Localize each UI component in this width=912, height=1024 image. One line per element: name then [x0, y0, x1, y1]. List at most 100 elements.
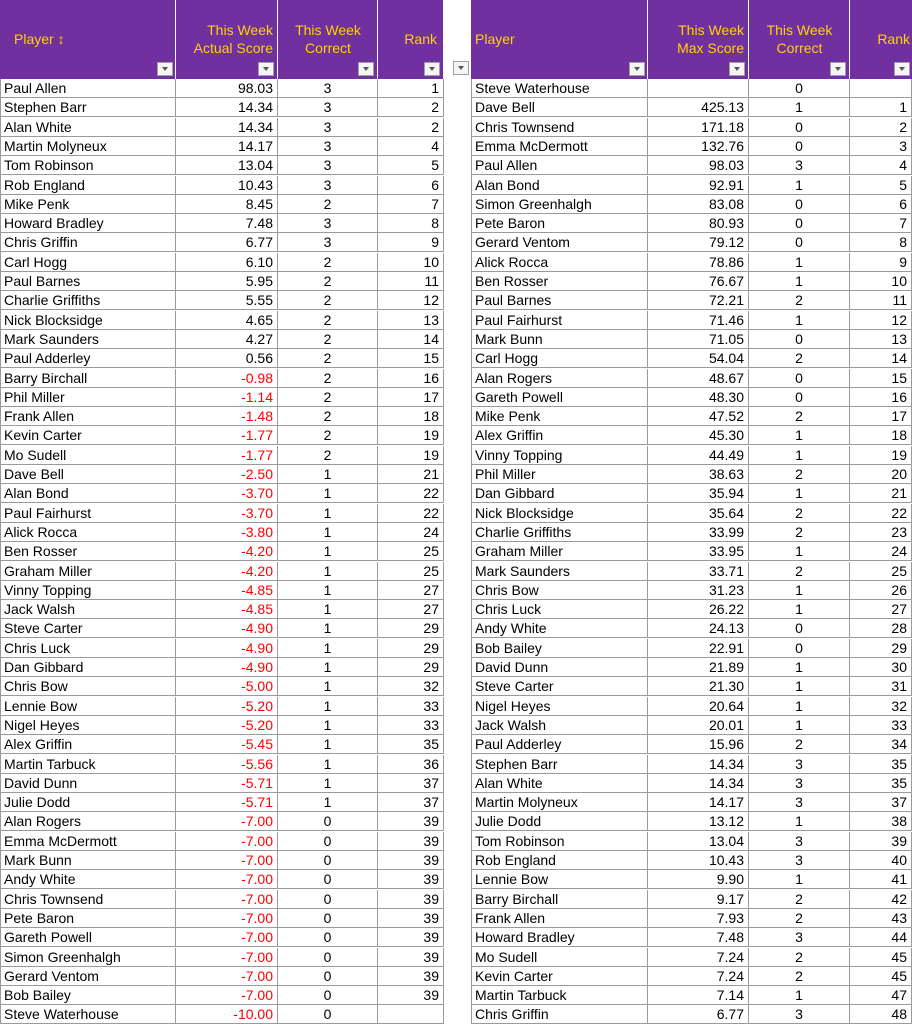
table-row[interactable]: Dan Gibbard 35.94 1 21: [471, 484, 912, 503]
cell-score[interactable]: 24.13: [648, 619, 749, 638]
table-row[interactable]: Chris Townsend -7.00 0 39: [0, 890, 444, 909]
cell-rank[interactable]: 24: [378, 523, 444, 542]
cell-player[interactable]: Mike Penk: [471, 407, 648, 426]
cell-correct[interactable]: 2: [278, 291, 378, 310]
cell-correct[interactable]: 3: [749, 832, 850, 851]
filter-dropdown-icon[interactable]: [830, 62, 846, 76]
table-row[interactable]: Dave Bell 425.13 1 1: [471, 98, 912, 117]
cell-score[interactable]: [648, 79, 749, 98]
cell-score[interactable]: 33.99: [648, 523, 749, 542]
cell-player[interactable]: Gareth Powell: [471, 388, 648, 407]
cell-score[interactable]: -7.00: [176, 851, 278, 870]
table-row[interactable]: Lennie Bow -5.20 1 33: [0, 697, 444, 716]
cell-correct[interactable]: 3: [749, 793, 850, 812]
cell-player[interactable]: Steve Carter: [0, 619, 176, 638]
cell-rank[interactable]: 13: [850, 330, 912, 349]
cell-rank[interactable]: 34: [850, 735, 912, 754]
cell-score[interactable]: -7.00: [176, 812, 278, 831]
table-row[interactable]: Paul Fairhurst -3.70 1 22: [0, 504, 444, 523]
cell-player[interactable]: Chris Griffin: [0, 233, 176, 252]
cell-player[interactable]: Chris Bow: [0, 677, 176, 696]
cell-rank[interactable]: 3: [850, 137, 912, 156]
cell-player[interactable]: Charlie Griffiths: [0, 291, 176, 310]
cell-correct[interactable]: 1: [749, 98, 850, 117]
cell-rank[interactable]: 47: [850, 986, 912, 1005]
cell-score[interactable]: -1.48: [176, 407, 278, 426]
table-row[interactable]: Graham Miller 33.95 1 24: [471, 542, 912, 561]
cell-correct[interactable]: 1: [749, 581, 850, 600]
cell-score[interactable]: 80.93: [648, 214, 749, 233]
cell-rank[interactable]: 13: [378, 311, 444, 330]
cell-correct[interactable]: 1: [278, 562, 378, 581]
table-row[interactable]: Simon Greenhalgh -7.00 0 39: [0, 948, 444, 967]
cell-rank[interactable]: 5: [850, 176, 912, 195]
cell-score[interactable]: 7.14: [648, 986, 749, 1005]
cell-correct[interactable]: 0: [749, 639, 850, 658]
cell-player[interactable]: Chris Townsend: [0, 890, 176, 909]
cell-rank[interactable]: 22: [378, 504, 444, 523]
cell-rank[interactable]: 8: [850, 233, 912, 252]
cell-rank[interactable]: 21: [850, 484, 912, 503]
cell-correct[interactable]: 0: [278, 890, 378, 909]
cell-player[interactable]: Simon Greenhalgh: [0, 948, 176, 967]
cell-correct[interactable]: 3: [749, 1005, 850, 1024]
cell-score[interactable]: 33.95: [648, 542, 749, 561]
cell-correct[interactable]: 2: [278, 272, 378, 291]
cell-score[interactable]: 79.12: [648, 233, 749, 252]
cell-rank[interactable]: 17: [378, 388, 444, 407]
table-row[interactable]: Jack Walsh 20.01 1 33: [471, 716, 912, 735]
cell-player[interactable]: Chris Luck: [471, 600, 648, 619]
cell-rank[interactable]: 39: [378, 851, 444, 870]
cell-score[interactable]: 15.96: [648, 735, 749, 754]
cell-score[interactable]: 71.05: [648, 330, 749, 349]
cell-score[interactable]: 7.24: [648, 967, 749, 986]
table-row[interactable]: Paul Allen 98.03 3 1: [0, 79, 444, 98]
cell-score[interactable]: 38.63: [648, 465, 749, 484]
cell-player[interactable]: Paul Adderley: [0, 349, 176, 368]
cell-score[interactable]: 78.86: [648, 253, 749, 272]
table-row[interactable]: Chris Luck -4.90 1 29: [0, 639, 444, 658]
cell-rank[interactable]: 21: [378, 465, 444, 484]
cell-player[interactable]: Mo Sudell: [0, 446, 176, 465]
table-row[interactable]: Paul Fairhurst 71.46 1 12: [471, 311, 912, 330]
table-row[interactable]: Howard Bradley 7.48 3 44: [471, 928, 912, 947]
table-row[interactable]: Andy White -7.00 0 39: [0, 870, 444, 889]
cell-player[interactable]: Kevin Carter: [0, 426, 176, 445]
cell-correct[interactable]: 2: [749, 890, 850, 909]
table-row[interactable]: Alick Rocca -3.80 1 24: [0, 523, 444, 542]
table-row[interactable]: Paul Adderley 15.96 2 34: [471, 735, 912, 754]
cell-score[interactable]: -3.70: [176, 484, 278, 503]
cell-correct[interactable]: 0: [278, 986, 378, 1005]
cell-rank[interactable]: 11: [378, 272, 444, 291]
header-player-right[interactable]: Player: [471, 0, 648, 79]
cell-rank[interactable]: 9: [378, 233, 444, 252]
cell-rank[interactable]: 4: [378, 137, 444, 156]
table-row[interactable]: Ben Rosser -4.20 1 25: [0, 542, 444, 561]
table-row[interactable]: Martin Molyneux 14.17 3 4: [0, 137, 444, 156]
cell-player[interactable]: Charlie Griffiths: [471, 523, 648, 542]
cell-score[interactable]: 92.91: [648, 176, 749, 195]
table-row[interactable]: Emma McDermott 132.76 0 3: [471, 137, 912, 156]
cell-player[interactable]: Barry Birchall: [0, 369, 176, 388]
cell-rank[interactable]: 16: [850, 388, 912, 407]
cell-correct[interactable]: 0: [278, 832, 378, 851]
cell-player[interactable]: Kevin Carter: [471, 967, 648, 986]
cell-score[interactable]: 6.10: [176, 253, 278, 272]
cell-score[interactable]: 31.23: [648, 581, 749, 600]
table-row[interactable]: Kevin Carter 7.24 2 45: [471, 967, 912, 986]
cell-correct[interactable]: 1: [278, 465, 378, 484]
cell-player[interactable]: Howard Bradley: [0, 214, 176, 233]
cell-score[interactable]: 7.48: [648, 928, 749, 947]
cell-rank[interactable]: 35: [850, 755, 912, 774]
cell-player[interactable]: Emma McDermott: [471, 137, 648, 156]
cell-score[interactable]: -7.00: [176, 986, 278, 1005]
cell-correct[interactable]: 0: [278, 812, 378, 831]
cell-score[interactable]: 6.77: [176, 233, 278, 252]
cell-player[interactable]: Steve Waterhouse: [0, 1005, 176, 1024]
cell-rank[interactable]: 37: [378, 793, 444, 812]
cell-score[interactable]: 22.91: [648, 639, 749, 658]
cell-correct[interactable]: 1: [749, 253, 850, 272]
cell-correct[interactable]: 3: [749, 928, 850, 947]
table-row[interactable]: Kevin Carter -1.77 2 19: [0, 426, 444, 445]
cell-score[interactable]: -5.45: [176, 735, 278, 754]
